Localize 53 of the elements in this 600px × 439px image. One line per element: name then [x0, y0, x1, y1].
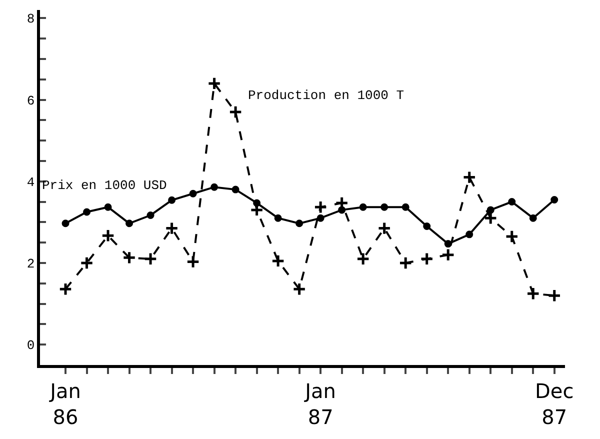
point — [548, 288, 562, 302]
point — [526, 286, 540, 300]
point — [62, 220, 70, 228]
point — [423, 222, 431, 230]
point — [274, 214, 282, 222]
point — [228, 105, 242, 119]
point — [189, 190, 197, 198]
point — [441, 248, 455, 262]
point — [104, 203, 112, 211]
point — [380, 203, 388, 211]
point — [292, 282, 306, 296]
point — [398, 256, 412, 270]
y-tick-label: 0 — [26, 338, 35, 354]
point — [529, 214, 537, 222]
point — [505, 230, 519, 244]
point — [146, 212, 154, 219]
point — [402, 203, 410, 211]
point — [550, 196, 558, 204]
point — [164, 221, 179, 236]
point — [232, 186, 240, 194]
point — [377, 221, 392, 236]
point — [144, 252, 158, 266]
point — [271, 254, 285, 268]
point — [359, 203, 367, 211]
point — [316, 214, 324, 222]
x-tick-label: Jan 87 — [303, 378, 336, 429]
y-tick-label: 4 — [26, 174, 35, 190]
point — [356, 252, 370, 266]
y-tick-label: 6 — [26, 93, 35, 108]
y-tick-label: 8 — [26, 12, 35, 27]
y-tick-label: 2 — [26, 256, 35, 272]
x-tick-label: Dec 87 — [535, 378, 574, 429]
point — [101, 228, 115, 242]
point — [207, 76, 222, 90]
point — [296, 220, 304, 228]
point — [314, 200, 328, 214]
series-label: Production en 1000 T — [248, 88, 404, 103]
point — [80, 256, 94, 270]
x-tick-label: Jan 86 — [48, 378, 81, 429]
point — [486, 206, 494, 214]
point — [122, 250, 136, 265]
point — [168, 196, 176, 204]
point — [462, 170, 476, 184]
point — [508, 198, 516, 206]
point — [58, 282, 72, 296]
point — [466, 230, 474, 238]
point — [126, 220, 134, 228]
point — [186, 254, 200, 269]
point — [83, 208, 91, 216]
point — [420, 252, 434, 266]
point — [210, 183, 218, 191]
point — [444, 240, 452, 248]
series-label: Prix en 1000 USD — [42, 178, 168, 193]
